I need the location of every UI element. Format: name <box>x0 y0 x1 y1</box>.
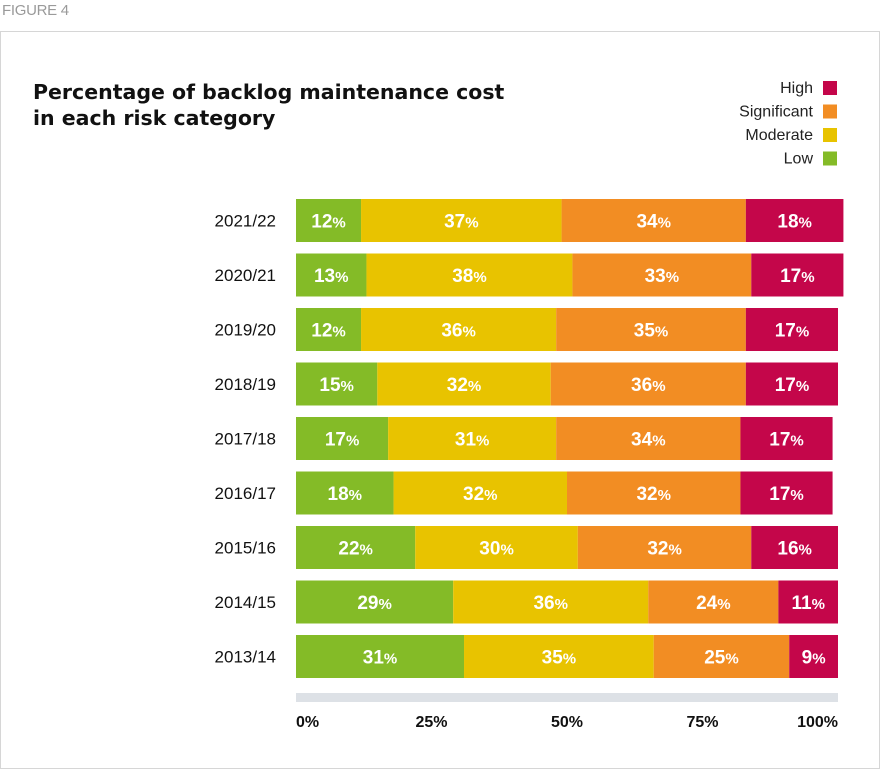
data-label: 29% <box>357 593 391 614</box>
data-label: 17% <box>775 375 809 396</box>
category-label: 2016/17 <box>215 484 276 503</box>
category-label: 2015/16 <box>215 539 276 558</box>
category-label: 2018/19 <box>215 375 276 394</box>
legend-label-significant: Significant <box>739 104 813 121</box>
x-tick-label: 50% <box>551 714 583 731</box>
bar-segment-high <box>789 635 838 678</box>
data-label: 32% <box>647 539 681 560</box>
legend-swatch-significant <box>823 104 837 119</box>
bar-segment-moderate <box>393 471 567 515</box>
bar-segment-high <box>778 580 838 624</box>
data-label: 36% <box>441 321 475 342</box>
data-label: 22% <box>338 539 372 560</box>
x-tick-label: 0% <box>296 714 319 731</box>
data-label: 33% <box>645 266 679 287</box>
bar-segment-significant <box>556 308 746 351</box>
bar-segment-low <box>296 635 465 678</box>
category-label: 2013/14 <box>215 648 276 667</box>
legend-label-high: High <box>780 80 813 97</box>
bar-segment-high <box>740 471 833 515</box>
bar-segment-low <box>296 253 367 297</box>
data-label: 12% <box>311 321 345 342</box>
data-label: 34% <box>636 212 670 233</box>
figure-label: FIGURE 4 <box>2 2 69 19</box>
data-label: 18% <box>328 484 362 505</box>
data-label: 12% <box>311 212 345 233</box>
bar-segment-low <box>296 417 389 460</box>
figure-frame <box>0 31 880 769</box>
category-label: 2017/18 <box>215 430 276 449</box>
legend-swatch-high <box>823 81 837 95</box>
bar-segment-low <box>296 362 378 406</box>
data-label: 31% <box>455 430 489 451</box>
chart-title: Percentage of backlog maintenance cost i… <box>33 80 505 130</box>
data-label: 32% <box>636 484 670 505</box>
bar-segment-moderate <box>415 526 578 569</box>
data-label: 17% <box>780 266 814 287</box>
data-label: 24% <box>696 593 730 614</box>
bar-segment-significant <box>648 580 779 624</box>
data-label: 16% <box>777 539 811 560</box>
data-label: 17% <box>769 484 803 505</box>
bar-segment-high <box>745 308 838 351</box>
legend-label-low: Low <box>784 151 814 168</box>
data-label: 38% <box>452 266 486 287</box>
data-label: 13% <box>314 266 348 287</box>
bar-segment-low <box>296 580 454 624</box>
bar-segment-significant <box>577 526 752 569</box>
data-label: 35% <box>634 321 668 342</box>
bar-segment-low <box>296 526 416 569</box>
x-axis-band <box>296 693 838 702</box>
bar-segment-high <box>751 253 844 297</box>
data-label: 32% <box>447 375 481 396</box>
bar-segment-moderate <box>453 580 649 624</box>
category-label: 2019/20 <box>215 321 276 340</box>
category-label: 2020/21 <box>215 266 276 285</box>
bar-segment-moderate <box>464 635 654 678</box>
data-label: 35% <box>542 648 576 669</box>
bar-segment-high <box>751 526 838 569</box>
bar-segment-high <box>745 199 844 242</box>
x-tick-label: 75% <box>686 714 718 731</box>
bar-segment-significant <box>567 471 741 515</box>
data-label: 30% <box>479 539 513 560</box>
data-label: 18% <box>777 212 811 233</box>
data-label: 17% <box>769 430 803 451</box>
data-label: 36% <box>631 375 665 396</box>
bar-segment-significant <box>572 253 752 297</box>
data-label: 36% <box>533 593 567 614</box>
bar-segment-significant <box>556 417 741 460</box>
data-label: 37% <box>444 212 478 233</box>
data-label: 17% <box>325 430 359 451</box>
legend-label-moderate: Moderate <box>745 127 813 144</box>
legend-swatch-low <box>823 151 837 166</box>
data-label: 25% <box>704 648 738 669</box>
data-label: 11% <box>791 593 824 614</box>
legend-swatch-moderate <box>823 128 837 142</box>
bar-segment-low <box>296 199 362 242</box>
bar-segment-moderate <box>361 308 557 351</box>
category-label: 2014/15 <box>215 593 276 612</box>
x-tick-label: 25% <box>415 714 447 731</box>
data-label: 9% <box>802 648 826 669</box>
bar-segment-moderate <box>377 362 551 406</box>
bar-segment-significant <box>561 199 746 242</box>
bar-segment-low <box>296 471 394 515</box>
category-label: 2021/22 <box>215 212 276 231</box>
x-tick-label: 100% <box>797 714 838 731</box>
bar-segment-significant <box>550 362 746 406</box>
bar-segment-low <box>296 308 362 351</box>
data-label: 17% <box>775 321 809 342</box>
bar-segment-moderate <box>388 417 557 460</box>
data-label: 15% <box>319 375 353 396</box>
bar-segment-high <box>740 417 833 460</box>
bar-segment-significant <box>653 635 790 678</box>
bar-segment-high <box>745 362 838 406</box>
data-label: 34% <box>631 430 665 451</box>
data-label: 32% <box>463 484 497 505</box>
bar-segment-moderate <box>366 253 573 297</box>
data-label: 31% <box>363 648 397 669</box>
bar-segment-moderate <box>361 199 562 242</box>
